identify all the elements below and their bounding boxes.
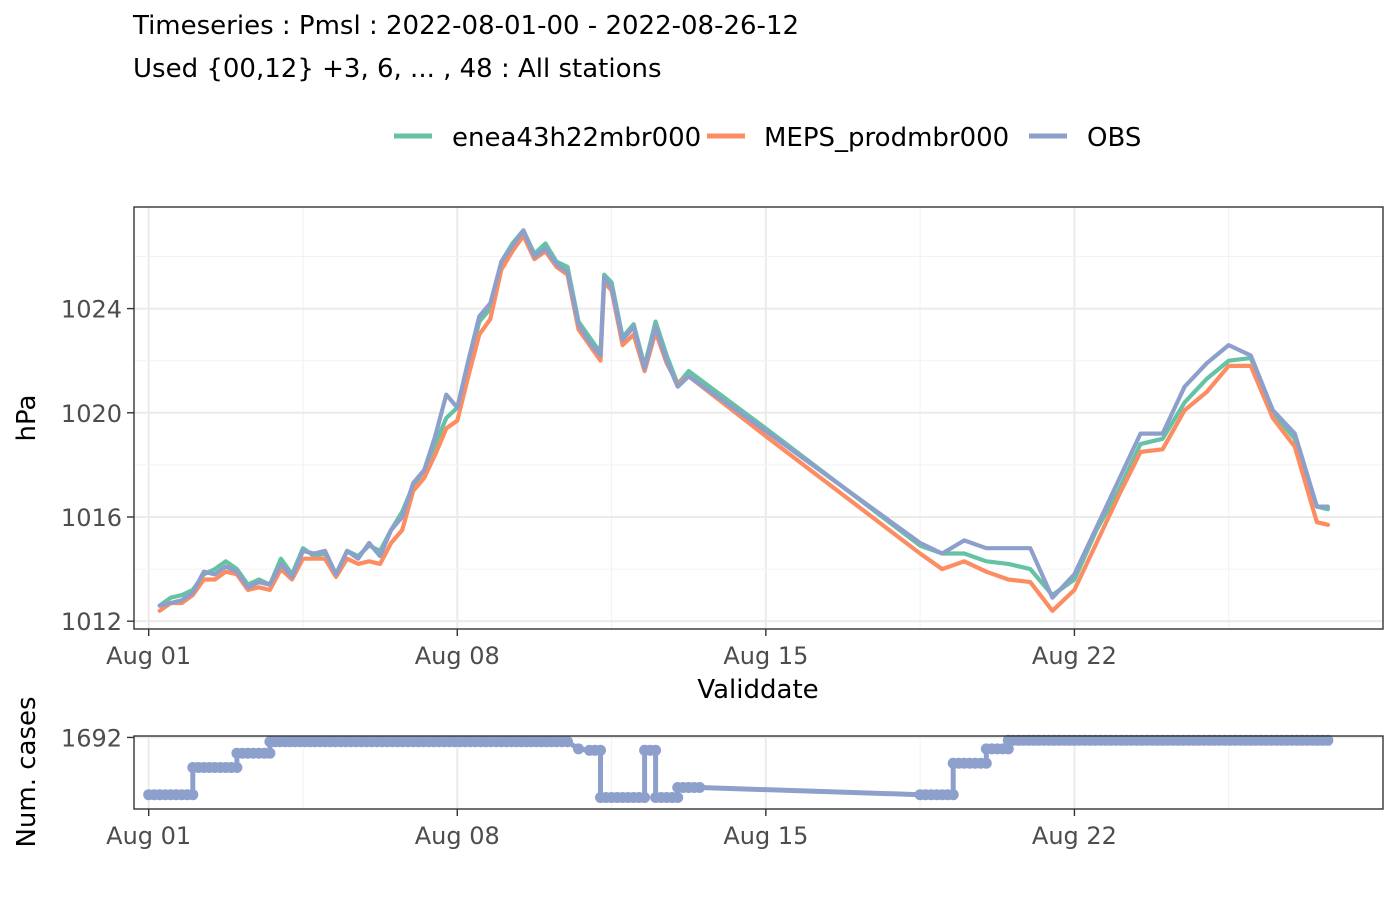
cases-point-obs: [314, 736, 326, 748]
cases-panel: Aug 01 Aug 08 Aug 15 Aug 22 1692 Num. cases: [12, 696, 1384, 850]
main-series-line-obs: [157, 228, 1330, 608]
cases-point-obs: [655, 792, 667, 803]
main-x-axis: Aug 01 Aug 08 Aug 15 Aug 22: [106, 629, 1117, 670]
cases-x-axis: Aug 01 Aug 08 Aug 15 Aug 22: [106, 809, 1117, 850]
main-y-axis: 1012 1016 1020 1024: [61, 296, 134, 636]
cases-point-obs: [1240, 734, 1252, 746]
cases-point-obs: [192, 762, 204, 773]
cases-point-obs: [688, 782, 700, 793]
main-plot-background: [134, 207, 1383, 629]
cases-point-obs: [600, 792, 612, 803]
cases-point-obs: [1317, 734, 1329, 746]
cases-point-obs: [402, 736, 414, 748]
main-panel: Aug 01 Aug 08 Aug 15 Aug 22 1012 1016 1020 102…: [12, 206, 1384, 705]
cases-point-obs: [225, 762, 237, 773]
cases-point-obs: [986, 743, 998, 755]
y-tick-label: 1012: [61, 608, 122, 636]
cases-point-obs: [1063, 734, 1075, 746]
cases-point-obs: [677, 782, 689, 793]
cases-point-obs: [545, 736, 557, 748]
cases-plot-border: [133, 735, 1384, 810]
main-gridlines: [134, 207, 1383, 629]
x-tick-label: Aug 01: [106, 822, 191, 850]
cases-point-obs: [159, 789, 171, 801]
y-tick-label: 1692: [61, 724, 122, 752]
x-tick-label: Aug 15: [723, 642, 808, 670]
y-tick-label: 1016: [61, 504, 122, 532]
cases-point-obs: [556, 736, 568, 748]
cases-point-obs: [666, 792, 678, 803]
cases-y-axis: 1692: [61, 724, 134, 752]
x-tick-label: Aug 15: [723, 822, 808, 850]
cases-point-obs: [1151, 734, 1163, 746]
y-tick-label: 1024: [61, 296, 122, 324]
cases-point-obs: [573, 743, 584, 755]
x-tick-label: Aug 01: [106, 642, 191, 670]
cases-point-obs: [247, 747, 259, 759]
x-tick-label: Aug 22: [1032, 642, 1117, 670]
main-series-lines: [157, 228, 1330, 613]
y-axis-title: hPa: [12, 395, 42, 442]
cases-point-obs: [589, 744, 601, 756]
cases-point-obs: [633, 792, 645, 803]
cases-series: [143, 734, 1334, 803]
chart-subtitle: Used {00,12} +3, 6, ... , 48 : All stati…: [133, 54, 662, 84]
legend: enea43h22mbr000 MEPS_prodmbr000 OBS: [394, 123, 1141, 153]
cases-point-obs: [953, 757, 965, 769]
legend-label-enea43h22mbr000: enea43h22mbr000: [452, 123, 701, 153]
cases-plot-background: [134, 736, 1383, 809]
cases-point-obs: [148, 789, 160, 801]
cases-point-obs: [622, 792, 634, 803]
x-axis-title: Validdate: [697, 675, 818, 705]
cases-point-obs: [170, 789, 182, 801]
cases-point-obs: [611, 792, 623, 803]
cases-point-obs: [997, 743, 1009, 755]
cases-y-axis-title: Num. cases: [12, 696, 42, 847]
cases-point-obs: [942, 789, 954, 801]
cases-point-obs: [258, 747, 270, 759]
cases-point-obs: [931, 789, 943, 801]
cases-point-obs: [644, 744, 656, 756]
cases-point-obs: [214, 762, 226, 773]
cases-point-obs: [975, 757, 987, 769]
x-tick-label: Aug 22: [1032, 822, 1117, 850]
cases-point-obs: [236, 747, 248, 759]
main-plot-border: [133, 206, 1384, 630]
cases-point-obs: [181, 789, 193, 801]
cases-point-obs: [203, 762, 215, 773]
legend-label-obs: OBS: [1087, 123, 1141, 153]
cases-point-obs: [490, 736, 502, 748]
x-tick-label: Aug 08: [415, 642, 500, 670]
chart-title: Timeseries : Pmsl : 2022-08-01-00 - 2022…: [132, 11, 799, 41]
legend-label-meps-prodmbr000: MEPS_prodmbr000: [764, 123, 1009, 153]
y-tick-label: 1020: [61, 400, 122, 428]
x-tick-label: Aug 08: [415, 822, 500, 850]
